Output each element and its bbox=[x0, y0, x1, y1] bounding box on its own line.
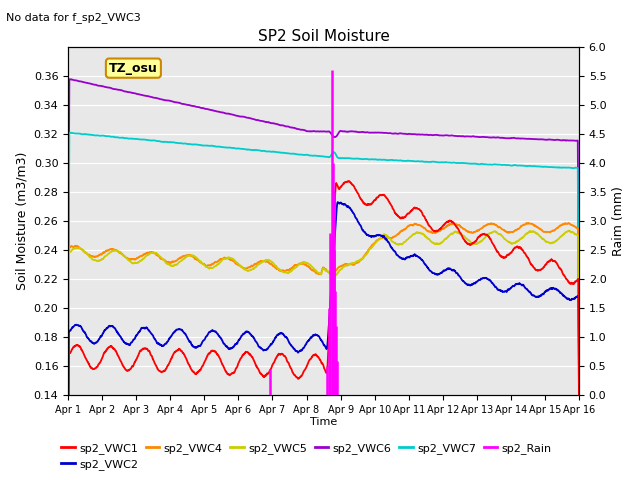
Title: SP2 Soil Moisture: SP2 Soil Moisture bbox=[258, 29, 390, 44]
Y-axis label: Raim (mm): Raim (mm) bbox=[612, 186, 625, 256]
Text: No data for f_sp2_VWC3: No data for f_sp2_VWC3 bbox=[6, 12, 141, 23]
Text: TZ_osu: TZ_osu bbox=[109, 61, 158, 75]
X-axis label: Time: Time bbox=[310, 417, 337, 427]
Y-axis label: Soil Moisture (m3/m3): Soil Moisture (m3/m3) bbox=[15, 152, 28, 290]
Legend: sp2_VWC1, sp2_VWC2, sp2_VWC4, sp2_VWC5, sp2_VWC6, sp2_VWC7, sp2_Rain: sp2_VWC1, sp2_VWC2, sp2_VWC4, sp2_VWC5, … bbox=[57, 438, 556, 474]
